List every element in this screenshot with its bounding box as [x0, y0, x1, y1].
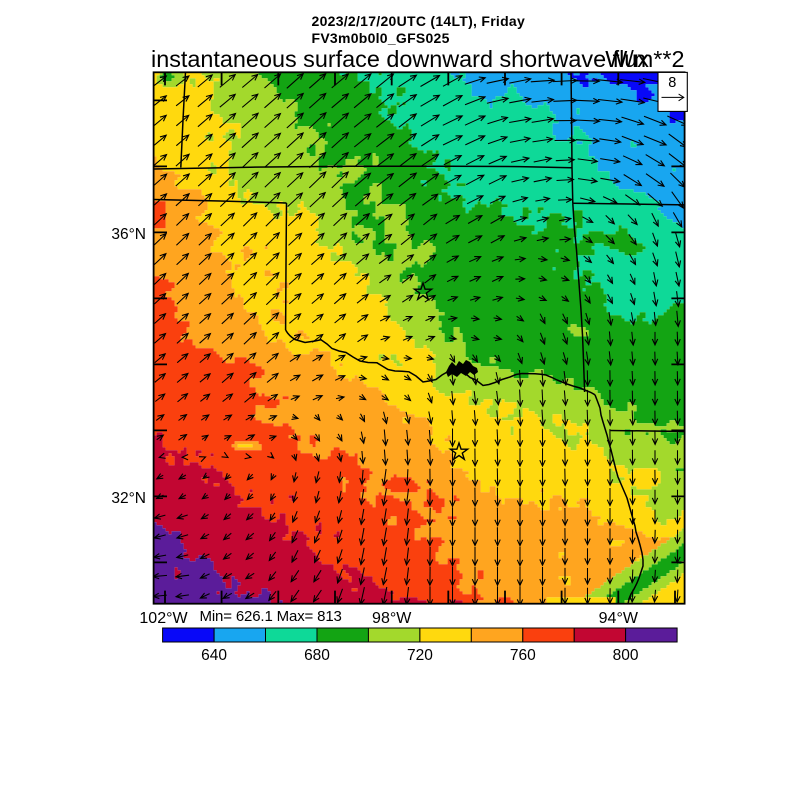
svg-text:680: 680: [304, 647, 330, 664]
svg-text:94°W: 94°W: [599, 610, 639, 627]
svg-text:640: 640: [201, 647, 227, 664]
svg-text:32°N: 32°N: [111, 490, 146, 507]
svg-text:8: 8: [668, 75, 676, 91]
svg-text:2023/2/17/20UTC (14LT), Friday: 2023/2/17/20UTC (14LT), Friday: [312, 13, 526, 29]
svg-text:800: 800: [613, 647, 639, 664]
svg-text:instantaneous surface downward: instantaneous surface downward shortwave…: [151, 46, 649, 72]
svg-text:760: 760: [510, 647, 536, 664]
svg-text:FV3m0b0l0_GFS025: FV3m0b0l0_GFS025: [312, 30, 450, 46]
svg-text:98°W: 98°W: [372, 610, 412, 627]
svg-text:Min= 626.1 Max= 813: Min= 626.1 Max= 813: [200, 608, 342, 625]
svg-text:720: 720: [407, 647, 433, 664]
svg-text:W/m**2: W/m**2: [605, 46, 684, 72]
svg-text:102°W: 102°W: [139, 610, 188, 627]
svg-text:36°N: 36°N: [111, 226, 146, 243]
